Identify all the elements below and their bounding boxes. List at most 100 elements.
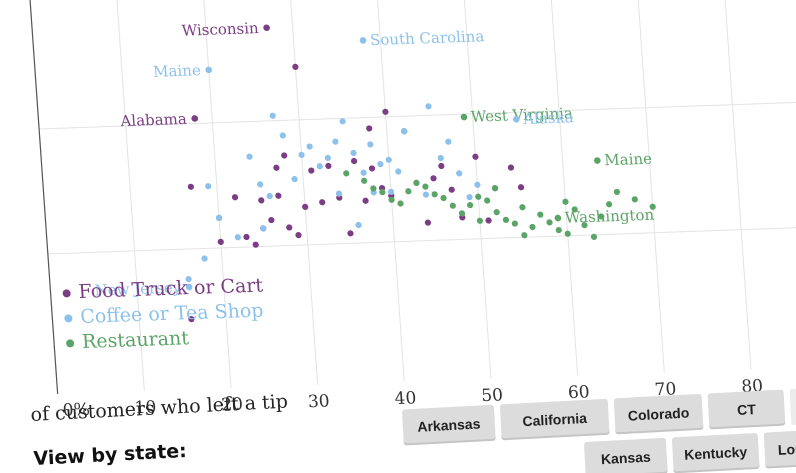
- data-point: [590, 233, 598, 240]
- data-point: [537, 211, 544, 218]
- data-point: [325, 162, 332, 170]
- data-point: [445, 138, 452, 145]
- data-point: [493, 209, 500, 216]
- data-point: [507, 164, 515, 171]
- data-point: [517, 184, 525, 191]
- x-gridline: [462, 0, 492, 379]
- annotation-point: [554, 214, 562, 222]
- state-button-delaware: Delaware: [789, 384, 796, 426]
- data-point: [475, 193, 482, 200]
- data-point: [368, 165, 376, 172]
- annotation-label: Alaska: [522, 108, 575, 128]
- data-point: [260, 225, 267, 232]
- data-point: [257, 181, 264, 188]
- data-point: [377, 161, 384, 168]
- y-gridline: [47, 226, 796, 255]
- data-point: [425, 103, 432, 110]
- data-point: [231, 194, 239, 201]
- legend-label: Restaurant: [81, 327, 190, 353]
- legend-marker: [66, 339, 75, 348]
- state-button-arkansas[interactable]: Arkansas: [401, 404, 496, 446]
- state-button-kansas[interactable]: Kansas: [583, 437, 668, 473]
- annotation-label: South Carolina: [369, 27, 484, 49]
- data-point: [571, 206, 578, 213]
- data-point: [308, 167, 315, 174]
- data-point: [449, 202, 456, 209]
- annotation-label: Alabama: [119, 110, 188, 130]
- data-point: [275, 192, 282, 199]
- data-point: [273, 164, 280, 171]
- data-point: [292, 63, 299, 70]
- x-gridline: [375, 0, 405, 382]
- data-point: [286, 224, 293, 231]
- annotation-label: New Jersey: [94, 278, 182, 299]
- state-button-colorado[interactable]: Colorado: [613, 393, 704, 435]
- data-point: [519, 204, 526, 211]
- annotation-label: Maine: [152, 61, 201, 81]
- data-point: [438, 162, 445, 170]
- data-point: [387, 188, 395, 195]
- data-point: [258, 197, 265, 204]
- data-point: [201, 255, 208, 262]
- data-point: [502, 216, 510, 223]
- data-point: [335, 190, 343, 197]
- data-point: [456, 170, 463, 177]
- data-point: [401, 128, 408, 135]
- annotation-point: [594, 157, 601, 164]
- state-button-louisiana[interactable]: Louisiana: [763, 427, 796, 469]
- data-point: [185, 275, 192, 283]
- legend-marker: [62, 289, 71, 298]
- data-point: [385, 156, 392, 163]
- data-point: [474, 181, 481, 188]
- data-point: [332, 138, 339, 145]
- data-point: [234, 234, 241, 241]
- data-point: [388, 196, 395, 203]
- data-point: [343, 170, 350, 177]
- data-point: [295, 232, 302, 239]
- data-point: [306, 143, 313, 150]
- data-point: [605, 201, 613, 208]
- data-point: [437, 154, 444, 162]
- annotation-point: [359, 37, 367, 44]
- data-point: [291, 176, 298, 183]
- state-button-ct[interactable]: CT: [707, 389, 786, 430]
- x-gridline: [635, 0, 665, 373]
- data-point: [613, 188, 621, 196]
- data-point: [413, 179, 420, 187]
- data-point: [188, 315, 195, 323]
- data-point: [466, 193, 473, 201]
- data-point: [395, 168, 402, 175]
- data-point: [631, 196, 638, 203]
- data-point: [350, 149, 357, 157]
- annotation-point: [460, 113, 468, 121]
- data-point: [458, 210, 466, 217]
- data-point: [252, 241, 259, 248]
- data-point: [440, 194, 447, 202]
- data-point: [562, 198, 569, 205]
- data-point: [564, 230, 571, 237]
- annotation-point: [263, 24, 270, 32]
- data-point: [351, 157, 358, 165]
- data-point: [362, 197, 369, 204]
- data-point: [269, 112, 276, 119]
- data-point: [366, 125, 373, 132]
- x-gridline: [202, 0, 232, 388]
- x-tick-label: 60: [567, 382, 590, 403]
- data-point: [511, 220, 518, 227]
- data-point: [215, 214, 223, 221]
- data-point: [217, 238, 224, 245]
- state-button-california[interactable]: California: [499, 398, 610, 441]
- annotation-point: [185, 283, 193, 291]
- data-point: [187, 183, 194, 190]
- data-point: [205, 183, 212, 190]
- state-button-kentucky[interactable]: Kentucky: [671, 432, 760, 473]
- data-point: [431, 191, 438, 198]
- annotation-point: [205, 66, 213, 74]
- data-point: [279, 132, 286, 139]
- x-tick-label: 20: [221, 395, 244, 416]
- data-point: [382, 108, 389, 115]
- data-point: [281, 152, 288, 159]
